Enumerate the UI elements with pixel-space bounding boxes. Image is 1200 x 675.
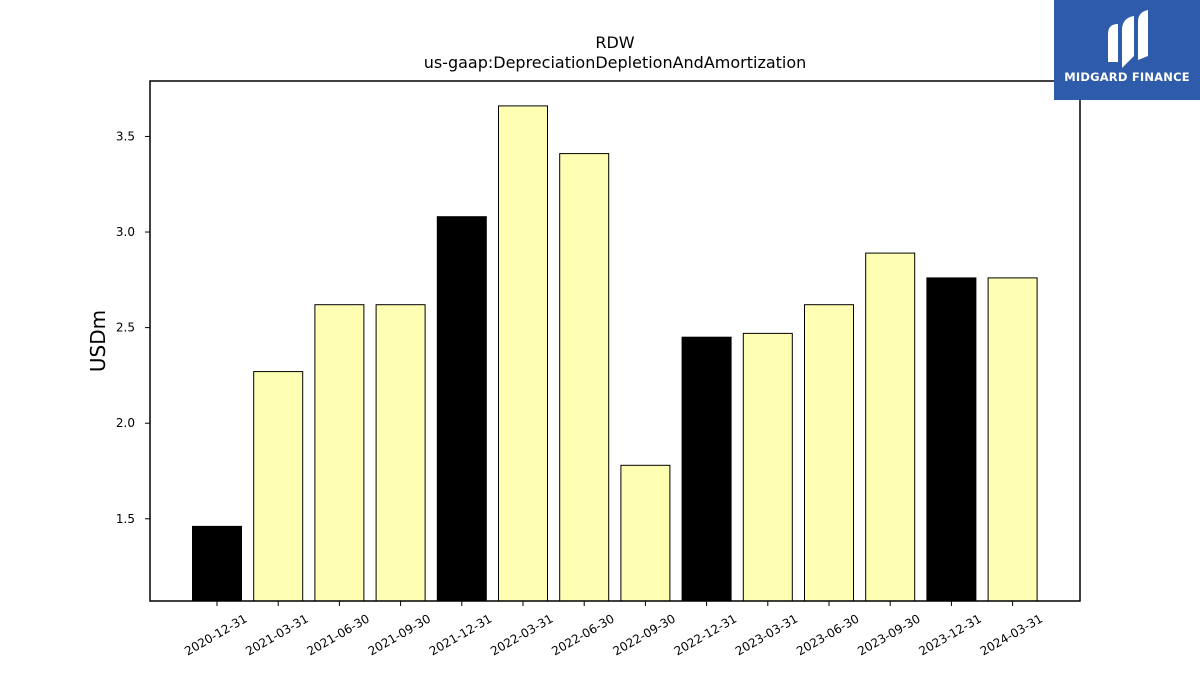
bar-2021-12-31 [436, 216, 487, 602]
x-tick-label: 2023-12-31 [916, 611, 983, 658]
plot-frame [149, 80, 1081, 602]
bar-2021-09-30 [375, 304, 426, 602]
x-ticks-group: 2020-12-312021-03-312021-06-302021-09-30… [182, 601, 1045, 658]
x-tick-label: 2021-06-30 [304, 611, 371, 658]
bar-2022-03-31 [498, 105, 548, 602]
x-tick-label: 2021-09-30 [366, 611, 433, 658]
y-tick-label: 2.0 [116, 416, 135, 430]
midgard-finance-logo: MIDGARD FINANCE [1054, 0, 1200, 100]
y-ticks-group: 1.5 2.0 2.5 3.0 3.5 [116, 129, 150, 526]
y-tick-label: 1.5 [116, 512, 135, 526]
x-tick-label: 2023-03-31 [733, 611, 800, 658]
bar-2024-03-31 [987, 277, 1038, 602]
x-tick-label: 2022-03-31 [488, 611, 555, 658]
x-tick-label: 2022-12-31 [672, 611, 739, 658]
bar-2023-12-31 [926, 277, 977, 602]
bar-2022-12-31 [681, 336, 732, 602]
y-tick-label: 3.5 [116, 129, 135, 143]
x-tick-label: 2023-09-30 [855, 611, 922, 658]
midgard-logo-icon [1108, 10, 1148, 68]
logo-text: MIDGARD FINANCE [1064, 70, 1190, 84]
chart-subtitle: us-gaap:DepreciationDepletionAndAmortiza… [424, 53, 807, 72]
x-tick-label: 2024-03-31 [978, 611, 1045, 658]
x-tick-label: 2022-06-30 [549, 611, 616, 658]
bar-2021-06-30 [314, 304, 365, 602]
x-tick-label: 2020-12-31 [182, 611, 249, 658]
bar-2022-06-30 [559, 153, 610, 602]
y-tick-label: 2.5 [116, 321, 135, 335]
x-tick-label: 2021-12-31 [427, 611, 494, 658]
x-tick-label: 2022-09-30 [610, 611, 677, 658]
bars-group [192, 105, 1038, 602]
bar-2021-03-31 [253, 371, 304, 602]
x-tick-label: 2023-06-30 [794, 611, 861, 658]
x-tick-label: 2021-03-31 [243, 611, 310, 658]
bar-2023-06-30 [804, 304, 854, 602]
y-tick-label: 3.0 [116, 225, 135, 239]
bar-2023-09-30 [865, 252, 916, 602]
y-axis-label: USDm [86, 310, 110, 372]
bar-2022-09-30 [620, 464, 671, 602]
bar-2020-12-31 [192, 525, 242, 602]
bar-2023-03-31 [742, 332, 793, 602]
chart-title: RDW [595, 33, 634, 52]
